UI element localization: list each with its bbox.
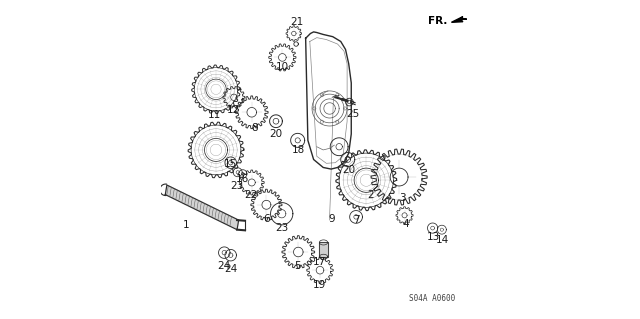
Text: FR.: FR.	[428, 16, 447, 26]
Text: 16: 16	[236, 174, 250, 184]
Text: 14: 14	[436, 235, 449, 245]
Text: 20: 20	[269, 129, 282, 139]
Polygon shape	[165, 185, 239, 230]
Text: 23: 23	[230, 181, 244, 191]
Text: S04A A0600: S04A A0600	[409, 294, 456, 303]
Text: 19: 19	[313, 279, 326, 290]
Text: 17: 17	[313, 257, 326, 267]
Text: 13: 13	[427, 232, 440, 242]
Text: 21: 21	[291, 17, 303, 27]
Text: 7: 7	[353, 215, 360, 225]
Text: 6: 6	[263, 214, 269, 225]
Text: 10: 10	[276, 62, 289, 72]
Text: 23: 23	[275, 223, 289, 233]
Text: 3: 3	[399, 193, 406, 203]
Text: 5: 5	[294, 261, 301, 271]
Text: 8: 8	[252, 123, 258, 133]
Polygon shape	[451, 17, 467, 22]
Text: 20: 20	[342, 165, 355, 175]
Text: 9: 9	[328, 213, 335, 224]
Text: 24: 24	[217, 261, 230, 271]
Text: 15: 15	[223, 159, 237, 169]
Polygon shape	[319, 242, 328, 257]
Text: 22: 22	[244, 189, 258, 200]
Text: 4: 4	[403, 219, 410, 229]
Text: 25: 25	[346, 108, 359, 119]
Text: 18: 18	[292, 145, 305, 155]
Text: 11: 11	[208, 110, 221, 120]
Text: 1: 1	[182, 220, 189, 230]
Text: 12: 12	[227, 105, 240, 115]
Text: 2: 2	[368, 189, 374, 200]
Text: 24: 24	[224, 264, 237, 274]
